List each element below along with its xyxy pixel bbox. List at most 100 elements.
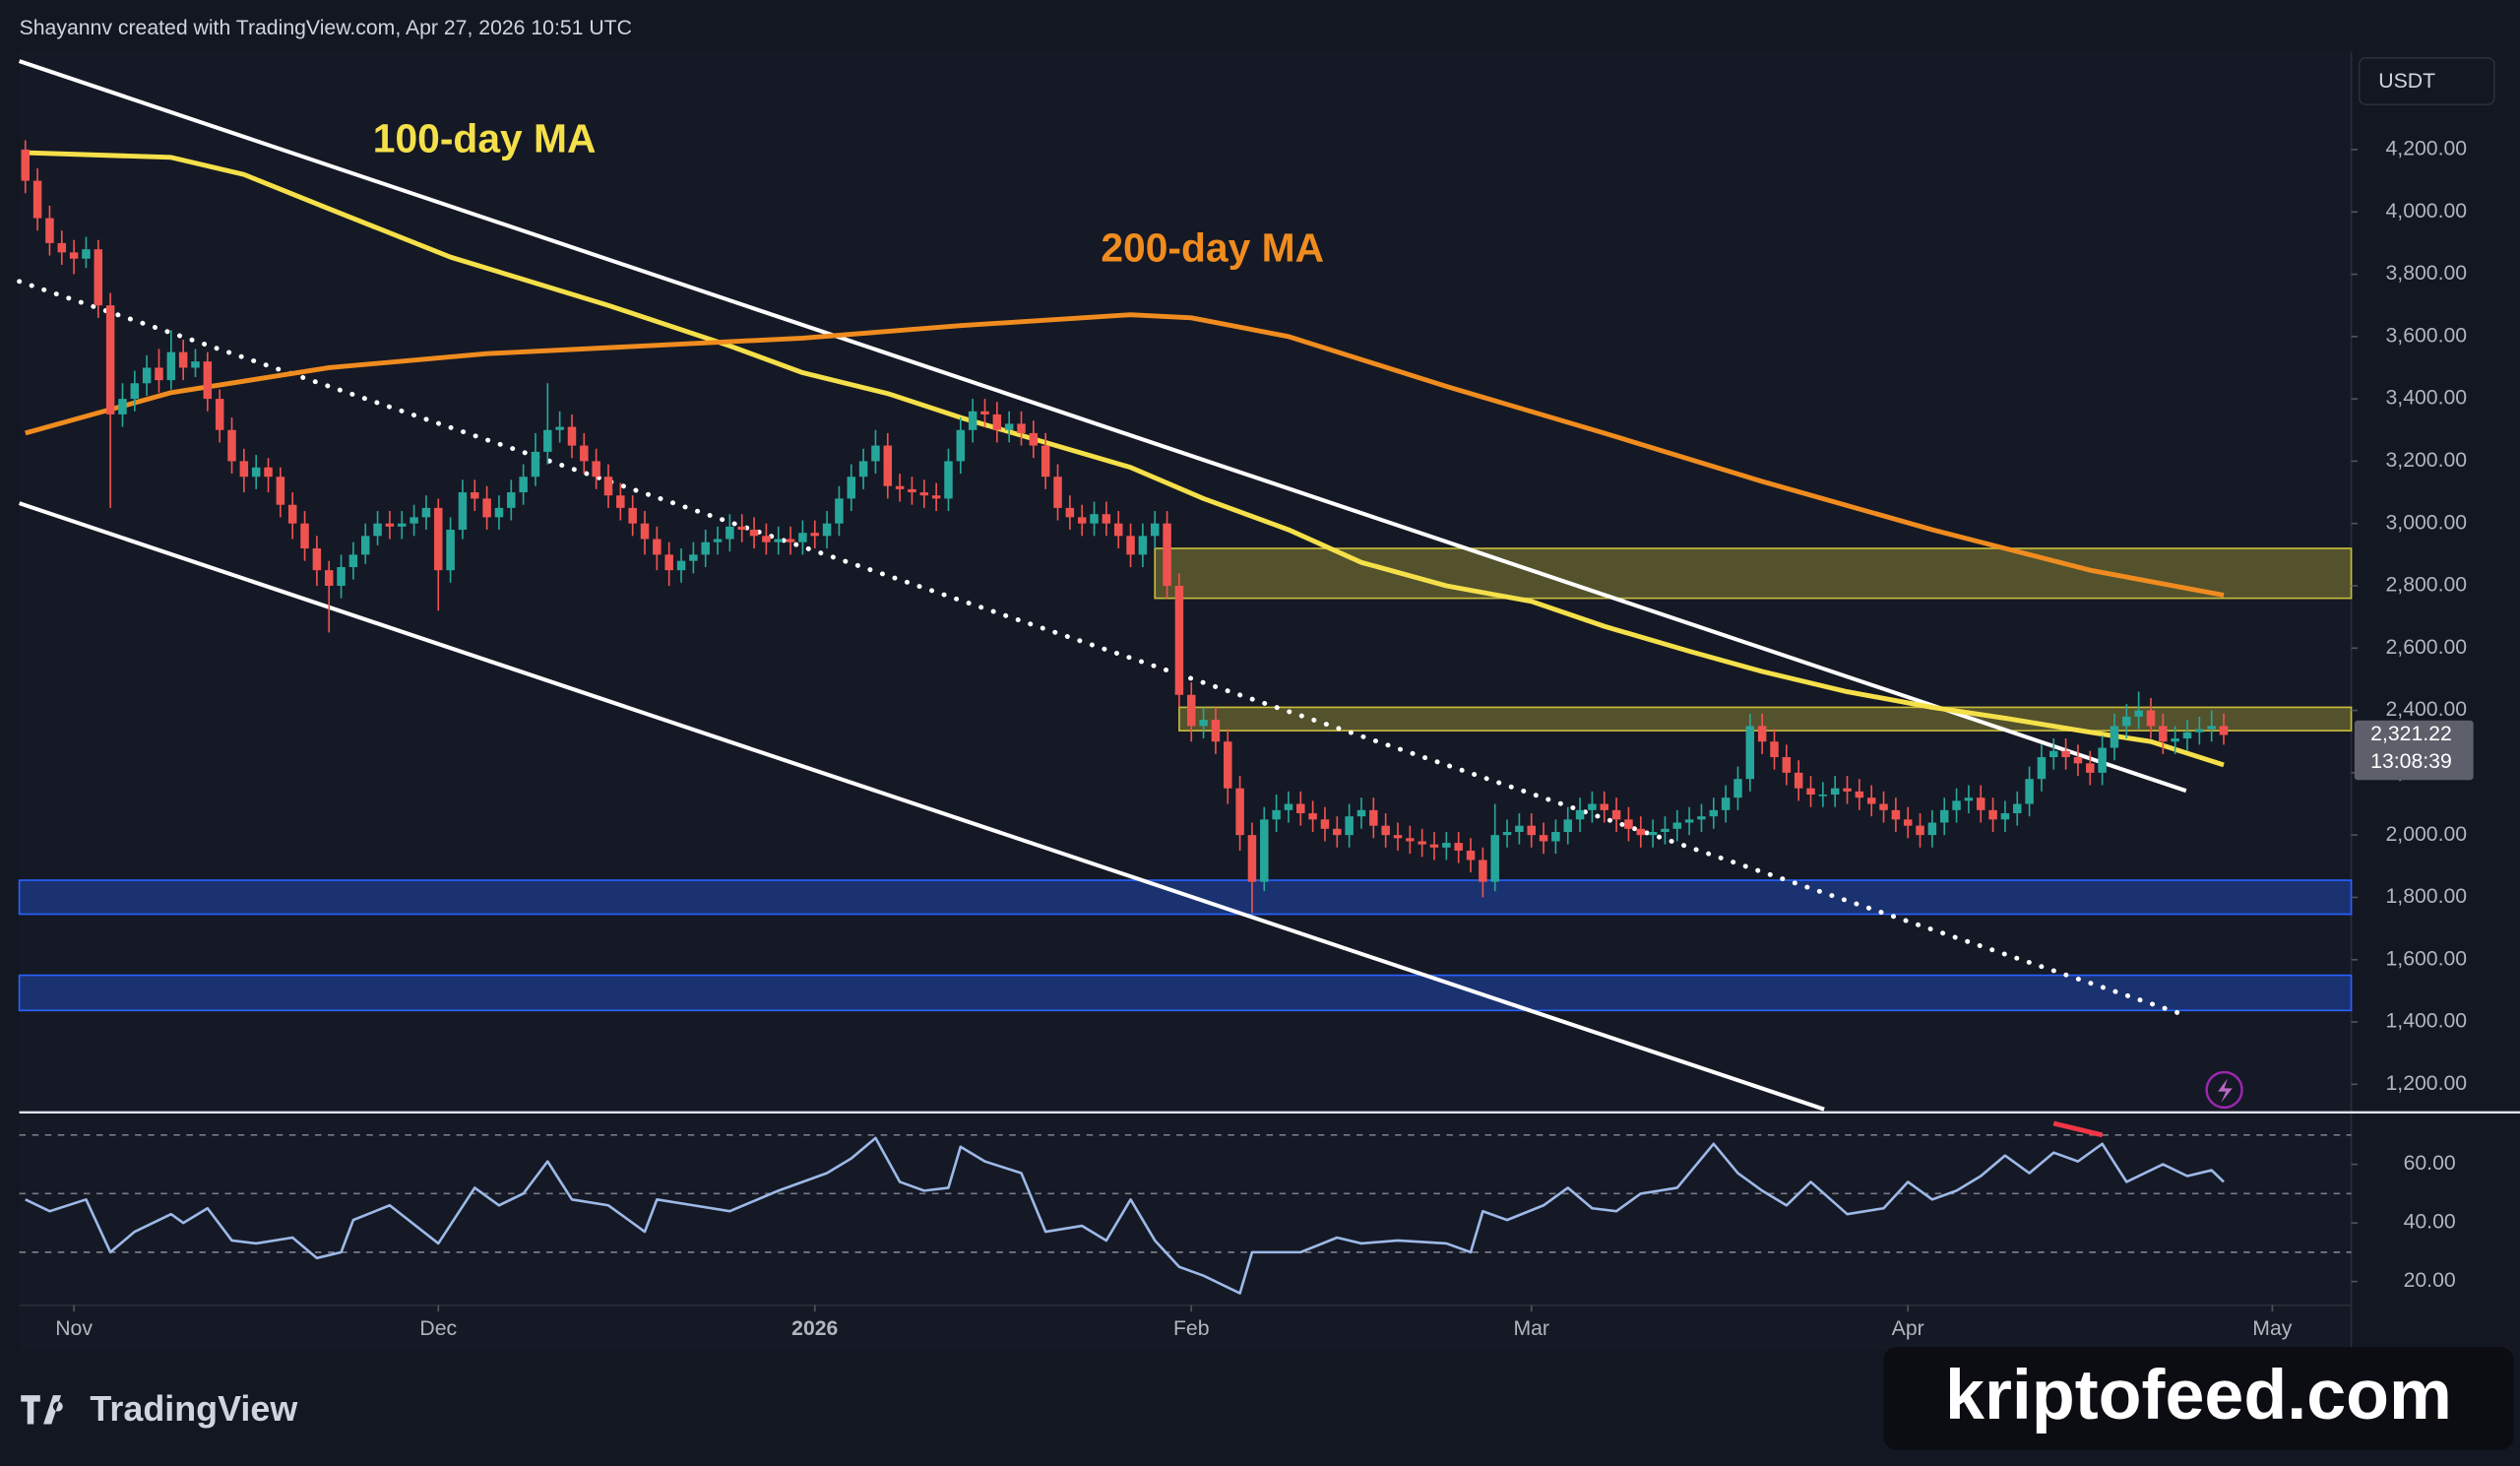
candle-body — [1563, 819, 1572, 832]
candle-body — [276, 477, 285, 505]
x-tick-label: May — [2252, 1317, 2292, 1340]
candle-body — [1479, 860, 1487, 882]
candle-body — [1709, 809, 1719, 817]
candle-body — [871, 445, 880, 462]
moving-average — [25, 150, 2225, 768]
candle-body — [1163, 523, 1171, 586]
candle-body — [1611, 809, 1621, 820]
zone — [18, 974, 2353, 1012]
candle-body — [603, 477, 613, 496]
candle-body — [2098, 747, 2107, 773]
candle-body — [1672, 822, 1682, 829]
candle-body — [1661, 828, 1670, 832]
indicator-tick-label: 40.00 — [2404, 1211, 2456, 1234]
candle-body — [1040, 445, 1050, 478]
candle-body — [1818, 795, 1828, 797]
candle-body — [616, 495, 625, 508]
candle-body — [324, 570, 334, 586]
y-tick-label: 1,400.00 — [2386, 1010, 2468, 1033]
candle-body — [1369, 809, 1378, 826]
candle-body — [931, 495, 941, 499]
candle-body — [494, 507, 504, 518]
candle-body — [592, 461, 600, 478]
candle-body — [701, 542, 710, 555]
candle-body — [919, 492, 929, 496]
candle-body — [1697, 816, 1706, 820]
countdown: 13:08:39 — [2370, 750, 2452, 773]
candle-body — [2195, 729, 2204, 733]
candle-body — [1308, 813, 1317, 820]
candle-body — [895, 485, 905, 489]
candle-body — [2122, 716, 2131, 727]
candle-body — [1515, 825, 1524, 832]
alert-icon[interactable] — [2205, 1070, 2243, 1110]
candle-body — [1077, 517, 1087, 524]
candle-body — [166, 351, 176, 381]
candle-body — [810, 533, 820, 537]
candle-body — [1600, 803, 1609, 810]
candle-body — [446, 530, 455, 571]
y-tick-label: 3,400.00 — [2386, 387, 2468, 410]
y-tick-label: 2,000.00 — [2386, 823, 2468, 846]
y-tick-label: 1,800.00 — [2386, 885, 2468, 908]
y-tick-label: 3,800.00 — [2386, 262, 2468, 285]
candle-body — [1102, 514, 1111, 524]
candle-body — [287, 504, 297, 524]
candle-body — [762, 536, 771, 542]
candle-body — [2025, 779, 2034, 804]
candle-body — [1830, 788, 1840, 796]
candle-body — [69, 252, 79, 259]
watermark-box — [1883, 1347, 2514, 1450]
candle-body — [434, 507, 443, 571]
candle-body — [142, 367, 152, 384]
candle-body — [1260, 819, 1269, 882]
indicator-tick-label: 20.00 — [2404, 1269, 2456, 1292]
candle-body — [980, 411, 989, 414]
candle-body — [2086, 763, 2095, 773]
candle-body — [543, 429, 552, 452]
candle-body — [689, 554, 698, 561]
candle-body — [215, 399, 224, 430]
ma-label: 100-day MA — [373, 115, 597, 160]
zone — [1154, 547, 2353, 600]
candle-body — [1442, 843, 1451, 848]
candle-body — [337, 566, 346, 586]
x-tick-label: 2026 — [791, 1317, 838, 1340]
candle-body — [312, 548, 322, 571]
currency-box — [2358, 56, 2495, 105]
candle-body — [1855, 791, 1864, 798]
candle-body — [640, 523, 650, 540]
candle-body — [798, 533, 807, 542]
candle-body — [178, 351, 188, 368]
candle-body — [944, 461, 953, 499]
price-pane — [17, 59, 2353, 1112]
candle-body — [835, 498, 844, 524]
candle-body — [1150, 523, 1160, 537]
candle-body — [628, 507, 637, 524]
candle-body — [1636, 828, 1646, 836]
rsi-line — [25, 1136, 2225, 1295]
candle-body — [1296, 803, 1305, 814]
candle-body — [1806, 788, 1815, 796]
header: Shayannv created with TradingView.com, A… — [20, 17, 632, 39]
y-tick-label: 1,200.00 — [2386, 1072, 2468, 1095]
candle-body — [847, 477, 856, 499]
candle-body — [653, 539, 662, 555]
candle-body — [1199, 720, 1208, 727]
ma-label: 200-day MA — [1101, 224, 1324, 270]
candle-body — [385, 523, 395, 527]
candle-body — [1187, 694, 1196, 727]
last-price: 2,321.22 — [2370, 723, 2452, 745]
candle-body — [1418, 841, 1426, 845]
candle-body — [1138, 536, 1148, 555]
candle-body — [482, 498, 491, 518]
brand-name: TradingView — [90, 1388, 297, 1429]
candle-body — [94, 249, 103, 306]
candle-body — [519, 477, 528, 493]
candle-body — [1745, 726, 1755, 780]
candle-body — [105, 305, 115, 414]
candle-body — [1174, 585, 1184, 695]
candle-body — [858, 461, 868, 478]
candle-body — [713, 539, 723, 542]
